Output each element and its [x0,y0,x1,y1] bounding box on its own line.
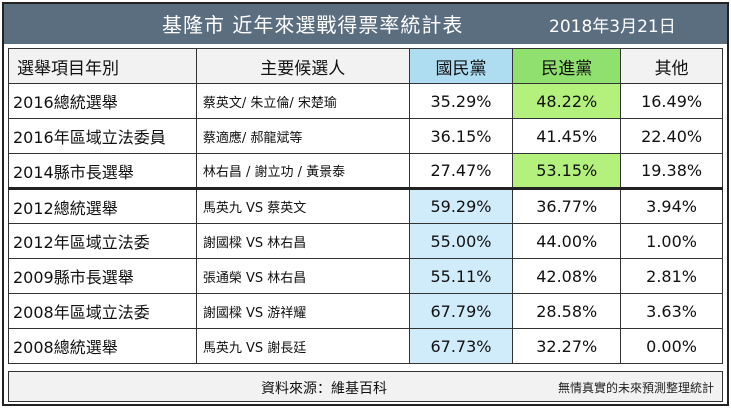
dpp-share-cell: 41.45% [512,118,622,154]
candidates-cell: 謝國樑 VS 林右昌 [195,223,410,259]
kmt-share-cell: 55.00% [408,223,514,259]
election-item-cell: 2016年區域立法委員 [8,118,197,154]
col-header-candidates: 主要候選人 [195,48,410,84]
other-share-cell: 3.94% [620,187,723,224]
election-item-cell: 2012年區域立法委 [8,223,197,259]
dpp-share-cell: 53.15% [512,153,622,189]
kmt-share-cell: 36.15% [408,118,514,154]
dpp-share-cell: 44.00% [512,223,622,259]
table-date: 2018年3月21日 [549,17,676,37]
election-item-cell: 2012總統選舉 [8,187,197,224]
kmt-share-cell: 67.73% [408,328,514,364]
table-row: 2016年區域立法委員 蔡適應/ 郝龍斌等 36.15% 41.45% 22.40% [8,118,723,154]
table-row: 2009縣市長選舉 張通榮 VS 林右昌 55.11% 42.08% 2.81% [8,258,723,294]
other-share-cell: 1.00% [620,223,723,259]
candidates-cell: 馬英九 VS 蔡英文 [195,187,410,224]
dpp-share-cell: 42.08% [512,258,622,294]
candidates-cell: 林右昌 / 謝立功 / 黃景泰 [195,153,410,189]
other-share-cell: 16.49% [620,83,723,119]
dpp-share-cell: 32.27% [512,328,622,364]
title-bar: 基隆市 近年來選戰得票率統計表 2018年3月21日 [4,4,727,44]
dpp-share-cell: 36.77% [512,187,622,224]
candidates-cell: 蔡適應/ 郝龍斌等 [195,118,410,154]
source-note: 資料來源：維基百科 [261,381,387,397]
credit-note: 無情真實的未來預測整理統計 [557,381,714,395]
col-header-kmt: 國民黨 [408,48,514,84]
col-header-item: 選舉項目年別 [8,48,197,84]
candidates-cell: 謝國樑 VS 游祥耀 [195,293,410,329]
kmt-share-cell: 59.29% [408,187,514,224]
kmt-share-cell: 27.47% [408,153,514,189]
kmt-share-cell: 55.11% [408,258,514,294]
candidates-cell: 蔡英文/ 朱立倫/ 宋楚瑜 [195,83,410,119]
footer-bar: 資料來源：維基百科 無情真實的未來預測整理統計 [8,371,723,402]
table-row: 2008總統選舉 馬英九 VS 謝長廷 67.73% 32.27% 0.00% [8,328,723,364]
table-row: 2016總統選舉 蔡英文/ 朱立倫/ 宋楚瑜 35.29% 48.22% 16.49% [8,83,723,119]
candidates-cell: 馬英九 VS 謝長廷 [195,328,410,364]
election-item-cell: 2016總統選舉 [8,83,197,119]
election-item-cell: 2014縣市長選舉 [8,153,197,189]
kmt-share-cell: 67.79% [408,293,514,329]
election-item-cell: 2008總統選舉 [8,328,197,364]
table-row: 2008年區域立法委 謝國樑 VS 游祥耀 67.79% 28.58% 3.63% [8,293,723,329]
col-header-other: 其他 [620,48,723,84]
table-row: 2014縣市長選舉 林右昌 / 謝立功 / 黃景泰 27.47% 53.15% 19.3… [8,153,723,189]
header-row: 選舉項目年別 主要候選人 國民黨 民進黨 其他 [8,48,723,84]
col-header-dpp: 民進黨 [512,48,622,84]
other-share-cell: 19.38% [620,153,723,189]
kmt-share-cell: 35.29% [408,83,514,119]
other-share-cell: 2.81% [620,258,723,294]
other-share-cell: 0.00% [620,328,723,364]
election-item-cell: 2009縣市長選舉 [8,258,197,294]
dpp-share-cell: 48.22% [512,83,622,119]
election-item-cell: 2008年區域立法委 [8,293,197,329]
table-row: 2012年區域立法委 謝國樑 VS 林右昌 55.00% 44.00% 1.00% [8,223,723,259]
dpp-share-cell: 28.58% [512,293,622,329]
table-row: 2012總統選舉 馬英九 VS 蔡英文 59.29% 36.77% 3.94% [8,187,723,224]
vote-share-table: 選舉項目年別 主要候選人 國民黨 民進黨 其他 2016總統選舉 蔡英文/ 朱立倫… [8,48,723,364]
other-share-cell: 3.63% [620,293,723,329]
other-share-cell: 22.40% [620,118,723,154]
table-title: 基隆市 近年來選戰得票率統計表 [162,13,464,37]
candidates-cell: 張通榮 VS 林右昌 [195,258,410,294]
